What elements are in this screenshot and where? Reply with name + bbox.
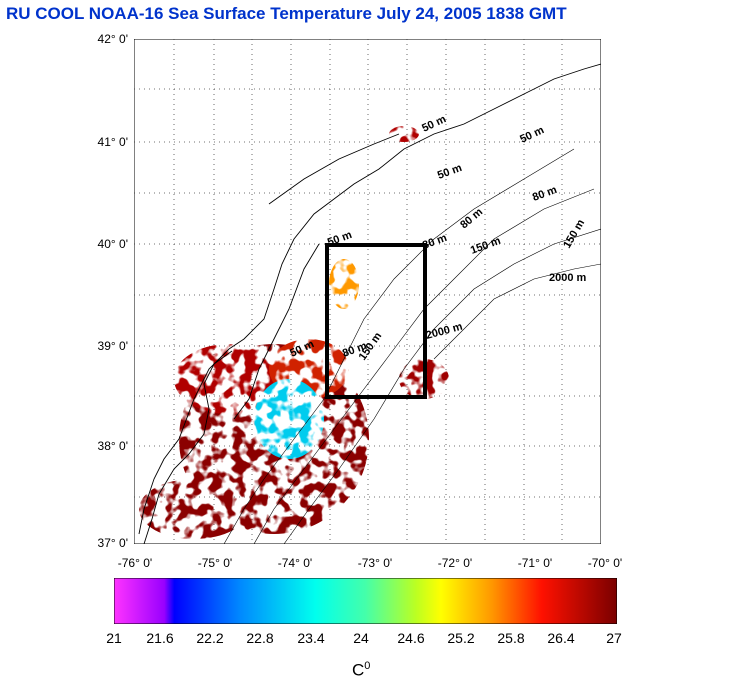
isobath-label: 2000 m [549,272,587,284]
lat-label-37: 37° 0' [97,536,128,550]
lon-label-74: -74° 0' [277,556,313,570]
colorbar-tick: 21.6 [146,630,174,646]
colorbar-tick: 27 [606,630,622,646]
colorbar-tick: 26.4 [547,630,575,646]
lon-label-73: -73° 0' [357,556,393,570]
lon-label-75: -75° 0' [197,556,233,570]
lon-label-76: -76° 0' [117,556,153,570]
colorbar-tick: 24 [353,630,369,646]
colorbar-tick: 22.2 [196,630,224,646]
coastline [138,63,601,544]
colorbar [114,578,617,624]
colorbar-tick: 23.4 [297,630,325,646]
colorbar-unit-letter: C [352,660,365,680]
colorbar-tick: 21 [106,630,122,646]
lon-label-72: -72° 0' [437,556,473,570]
lon-label-70: -70° 0' [587,556,623,570]
lat-label-41: 41° 0' [97,135,128,149]
sst-map: 50 m 50 m 80 m 80 m 150 m 150 m 2000 m 2… [134,39,601,544]
colorbar-tick: 25.8 [497,630,525,646]
lon-label-71: -71° 0' [517,556,553,570]
lat-label-39: 39° 0' [97,339,128,353]
colorbar-unit-superscript: 0 [364,660,371,672]
map-title: RU COOL NOAA-16 Sea Surface Temperature … [6,4,567,23]
colorbar-tick: 25.2 [447,630,475,646]
lat-label-38: 38° 0' [97,439,128,453]
lat-label-40: 40° 0' [97,237,128,251]
colorbar-tick: 24.6 [397,630,425,646]
study-area-box [325,243,427,399]
isobath-contours [223,148,601,544]
colorbar-tick: 22.8 [246,630,274,646]
colorbar-unit: C0 [352,660,370,681]
lat-label-42: 42° 0' [97,32,128,46]
